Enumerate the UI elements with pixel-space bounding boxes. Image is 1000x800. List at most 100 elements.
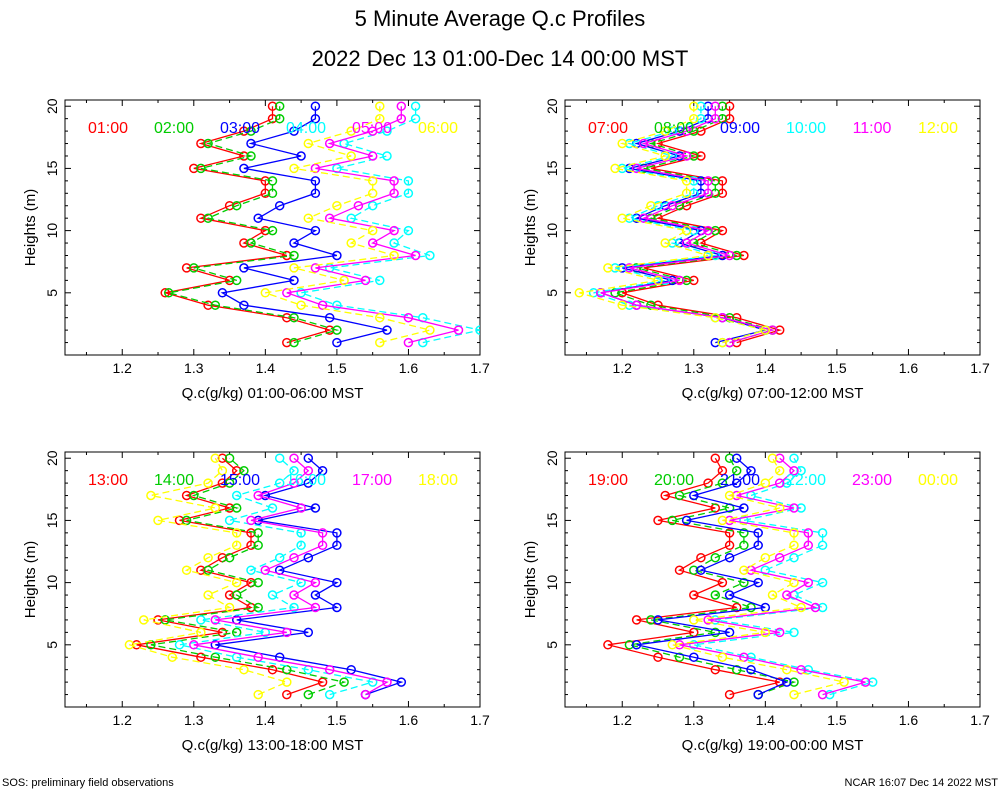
data-point [231, 540, 242, 551]
data-point [138, 615, 149, 625]
data-point [696, 188, 706, 199]
data-point [410, 113, 421, 124]
data-point [332, 602, 342, 613]
data-point [253, 490, 263, 501]
series-line-04:00 [300, 106, 480, 344]
data-point [453, 325, 464, 335]
series-line-13:00 [136, 457, 325, 696]
data-point [375, 113, 385, 124]
data-point [617, 213, 627, 223]
data-point [710, 552, 721, 563]
data-point [310, 503, 321, 513]
data-point [260, 225, 271, 236]
data-point [703, 250, 713, 261]
data-point [217, 478, 228, 488]
series-line-19:00 [607, 457, 780, 696]
data-point [282, 337, 292, 348]
data-point [289, 453, 299, 463]
series-line-14:00 [150, 457, 347, 696]
y-tick-label: 5 [44, 289, 60, 297]
data-point [731, 453, 742, 463]
data-point [224, 590, 235, 600]
data-point [239, 300, 249, 310]
x-tick-label: 1.4 [756, 712, 776, 728]
data-point [624, 263, 635, 273]
data-point [724, 552, 735, 563]
data-point [239, 163, 249, 174]
y-tick-label: 10 [544, 223, 560, 239]
data-point [310, 113, 321, 124]
data-point [631, 300, 642, 310]
legend-label-23:00: 23:00 [852, 472, 892, 489]
data-point [817, 602, 828, 613]
data-point [667, 515, 678, 526]
data-point [739, 250, 749, 261]
data-point [253, 528, 263, 538]
data-point [710, 664, 721, 675]
data-point [239, 263, 249, 273]
data-point [153, 615, 163, 625]
plot-frame [564, 99, 981, 356]
data-point [681, 275, 692, 286]
data-point [310, 263, 321, 273]
x-axis-label: Q.c(g/kg) 07:00-12:00 MST [682, 385, 864, 402]
data-point [617, 263, 627, 273]
data-point [674, 565, 685, 575]
data-point [681, 126, 692, 136]
data-point [746, 664, 756, 675]
data-point [181, 490, 192, 501]
data-point [724, 627, 735, 638]
data-point [210, 503, 221, 513]
data-point [189, 490, 199, 501]
y-tick-label: 10 [44, 575, 60, 591]
data-point [796, 465, 806, 476]
data-point [753, 689, 763, 700]
data-point [403, 188, 414, 199]
data-point [717, 652, 728, 662]
data-point [146, 490, 156, 501]
data-point [789, 540, 799, 551]
data-point [360, 275, 371, 286]
data-point [196, 615, 206, 625]
data-point [674, 652, 685, 662]
data-point [696, 113, 706, 124]
x-tick-label: 1.6 [399, 712, 419, 728]
data-point [789, 677, 799, 687]
data-point [703, 615, 713, 625]
data-point [389, 176, 399, 186]
data-point [403, 312, 414, 323]
data-point [689, 565, 699, 575]
data-point [624, 300, 635, 310]
data-point [303, 138, 314, 149]
data-point [246, 126, 256, 136]
data-point [717, 176, 728, 186]
data-point [689, 640, 699, 650]
data-point [631, 615, 642, 625]
data-point [346, 126, 356, 136]
y-axis-label: Heights (m) [22, 189, 39, 267]
data-point [389, 238, 399, 248]
data-point [724, 528, 735, 538]
legend-label-14:00: 14:00 [154, 472, 194, 489]
data-point [324, 325, 335, 335]
x-tick-label: 1.7 [470, 360, 490, 376]
legend-label-20:00: 20:00 [654, 472, 694, 489]
data-point [767, 590, 778, 600]
x-tick-label: 1.6 [899, 360, 919, 376]
legend-label-13:00: 13:00 [88, 472, 128, 489]
data-point [824, 689, 835, 700]
series-line-23:00 [679, 457, 866, 696]
data-point [724, 689, 735, 700]
data-point [724, 590, 735, 600]
legend-label-22:00: 22:00 [786, 472, 826, 489]
data-point [231, 577, 242, 588]
data-point [760, 565, 771, 575]
data-point [624, 640, 635, 650]
series-line-15:00 [215, 457, 404, 696]
data-point [660, 490, 670, 501]
data-point [710, 101, 721, 111]
data-point [681, 151, 692, 161]
data-point [689, 275, 699, 286]
data-point [717, 577, 728, 588]
